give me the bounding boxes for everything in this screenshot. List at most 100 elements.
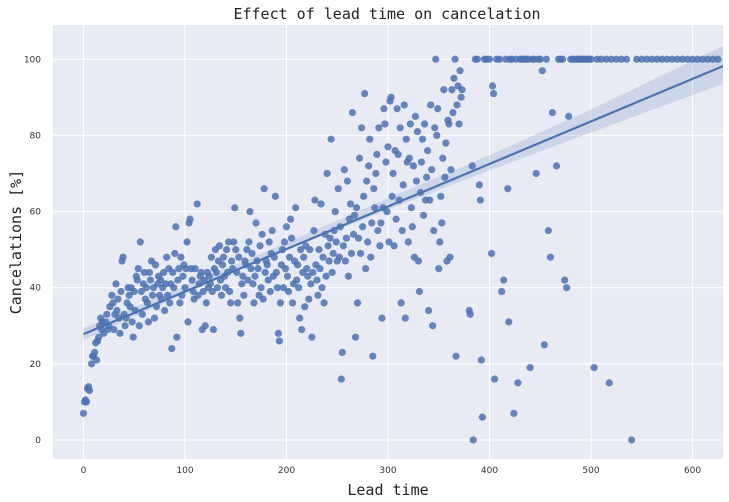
data-point	[315, 246, 323, 254]
data-point	[163, 253, 171, 261]
data-point	[166, 299, 174, 307]
data-point	[331, 207, 339, 216]
data-point	[334, 185, 342, 193]
data-point	[193, 200, 201, 208]
data-point	[392, 215, 400, 223]
data-point	[435, 265, 443, 273]
data-point	[496, 55, 504, 63]
data-point	[544, 226, 552, 235]
data-point	[352, 204, 361, 212]
x-tick-label: 100	[176, 466, 193, 476]
data-point	[266, 287, 274, 296]
data-point	[714, 55, 722, 63]
data-point	[308, 333, 316, 341]
data-point	[182, 265, 190, 273]
data-point	[119, 253, 127, 261]
data-point	[87, 360, 96, 368]
data-point	[540, 341, 548, 349]
data-point	[468, 162, 476, 170]
data-point	[194, 291, 202, 299]
data-point	[668, 55, 676, 63]
data-point	[113, 306, 121, 315]
data-point	[408, 223, 416, 231]
data-point	[475, 181, 483, 189]
data-point	[146, 276, 155, 284]
data-point	[213, 284, 222, 292]
data-point	[526, 364, 534, 372]
data-point	[325, 257, 333, 265]
data-point	[371, 204, 379, 212]
data-point	[704, 55, 712, 63]
data-point	[137, 287, 145, 296]
data-point	[301, 303, 309, 311]
data-point	[170, 284, 178, 292]
data-point	[422, 173, 431, 181]
data-point	[448, 86, 456, 94]
data-point	[285, 253, 294, 261]
data-point	[373, 150, 381, 159]
y-tick-label: 100	[24, 55, 41, 65]
data-point	[683, 55, 692, 63]
x-axis-ticks: 0 100 200 300 400 500 600	[81, 466, 702, 476]
data-point	[426, 196, 434, 204]
data-point	[438, 219, 446, 227]
data-point	[407, 204, 415, 212]
data-point	[673, 55, 681, 63]
data-point	[260, 185, 268, 193]
data-point	[488, 82, 497, 90]
data-point	[323, 169, 331, 178]
data-point	[374, 226, 382, 235]
data-point	[234, 299, 242, 307]
data-point	[295, 284, 303, 292]
y-tick-label: 0	[35, 436, 41, 446]
data-point	[205, 272, 213, 280]
data-point	[129, 333, 137, 341]
data-point	[138, 310, 146, 318]
data-point	[136, 238, 144, 246]
data-point	[658, 55, 666, 63]
data-point	[538, 67, 546, 75]
y-tick-label: 80	[30, 131, 42, 141]
data-point	[145, 268, 154, 277]
data-point	[432, 55, 440, 63]
data-point	[239, 272, 247, 280]
data-point	[382, 158, 390, 166]
y-axis-label: Cancelations [%]	[7, 170, 25, 315]
data-point	[368, 219, 376, 227]
x-axis-label: Lead time	[347, 481, 428, 499]
data-point	[622, 55, 631, 63]
x-tick-label: 500	[582, 466, 599, 476]
data-point	[433, 131, 441, 140]
data-point	[95, 333, 103, 341]
data-point	[288, 299, 297, 307]
data-point	[388, 192, 396, 200]
data-point	[343, 177, 351, 185]
data-point	[351, 333, 360, 341]
data-point	[413, 127, 422, 136]
data-point	[372, 169, 380, 178]
data-point	[498, 287, 506, 296]
chart-title: Effect of lead time on cancelation	[233, 5, 540, 23]
data-point	[276, 299, 284, 307]
data-point	[340, 166, 348, 174]
data-point	[298, 325, 306, 334]
data-point	[358, 124, 366, 132]
data-point	[638, 55, 646, 63]
data-point	[227, 299, 235, 307]
data-point	[500, 276, 508, 284]
data-point	[247, 265, 255, 273]
data-point	[452, 352, 460, 360]
data-point	[396, 124, 404, 132]
data-point	[297, 246, 305, 254]
data-point	[208, 287, 216, 296]
data-point	[455, 120, 463, 128]
data-point	[91, 348, 99, 357]
data-point	[236, 314, 244, 322]
data-point	[359, 223, 367, 231]
data-point	[412, 177, 421, 185]
data-point	[256, 242, 264, 250]
data-point	[317, 200, 325, 208]
data-point	[354, 234, 363, 242]
data-point	[406, 120, 414, 128]
data-point	[415, 287, 424, 296]
